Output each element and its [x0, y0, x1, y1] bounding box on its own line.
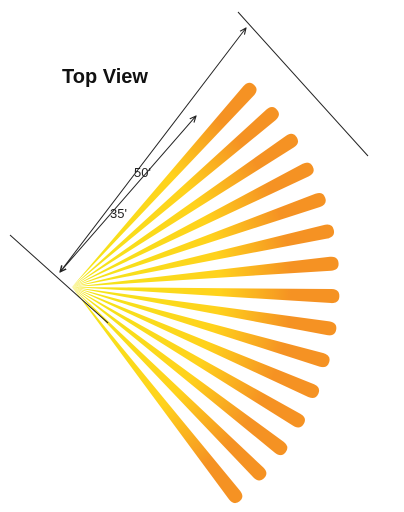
detection-beams: [72, 82, 340, 504]
beam-8: [72, 287, 340, 304]
outer-range-label: 50': [134, 165, 151, 180]
beam-9: [72, 287, 337, 336]
beam-11: [72, 287, 320, 399]
inner-range-label: 35': [110, 206, 127, 221]
beam-14: [72, 287, 267, 481]
sensor-face-line: [9, 234, 109, 324]
beam-12: [72, 287, 305, 428]
beam-15: [72, 287, 243, 504]
beam-10: [72, 287, 330, 368]
range-limit-line: [237, 11, 369, 157]
beam-13: [72, 287, 288, 456]
inner-range-dimension-arrow: [60, 116, 196, 272]
diagram-title: Top View: [62, 66, 148, 88]
